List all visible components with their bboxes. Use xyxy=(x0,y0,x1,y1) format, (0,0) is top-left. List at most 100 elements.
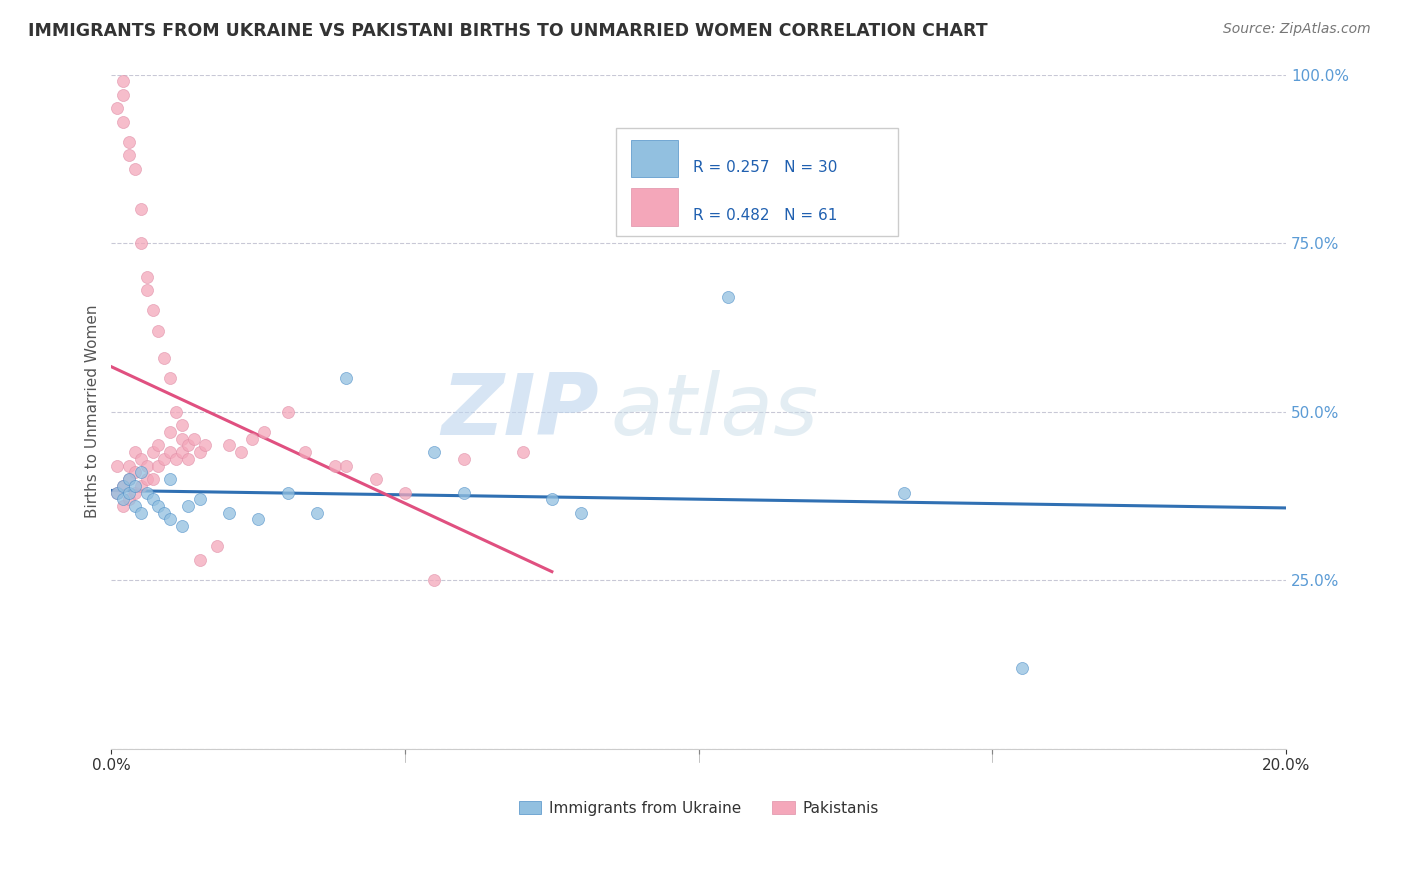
Point xyxy=(148,458,170,473)
Point xyxy=(124,445,146,459)
Point xyxy=(1011,661,1033,675)
FancyBboxPatch shape xyxy=(630,140,678,177)
Point xyxy=(305,506,328,520)
Point xyxy=(177,438,200,452)
Point xyxy=(188,492,211,507)
Point xyxy=(118,485,141,500)
Point xyxy=(118,135,141,149)
Point xyxy=(294,445,316,459)
Point xyxy=(135,269,157,284)
Text: ZIP: ZIP xyxy=(441,370,599,453)
Point xyxy=(118,472,141,486)
Point xyxy=(112,114,135,128)
Point xyxy=(118,458,141,473)
Point xyxy=(218,438,240,452)
Point xyxy=(188,553,211,567)
Point xyxy=(118,472,141,486)
Point xyxy=(148,438,170,452)
Point xyxy=(170,445,193,459)
Point xyxy=(253,425,276,439)
Point xyxy=(129,479,152,493)
Point xyxy=(124,485,146,500)
Point xyxy=(183,432,205,446)
Text: R = 0.482   N = 61: R = 0.482 N = 61 xyxy=(693,209,837,223)
Point xyxy=(153,451,176,466)
Point xyxy=(453,451,475,466)
Text: IMMIGRANTS FROM UKRAINE VS PAKISTANI BIRTHS TO UNMARRIED WOMEN CORRELATION CHART: IMMIGRANTS FROM UKRAINE VS PAKISTANI BIR… xyxy=(28,22,988,40)
Point xyxy=(135,485,157,500)
Point xyxy=(188,445,211,459)
Point xyxy=(240,432,263,446)
Point xyxy=(141,445,163,459)
Point xyxy=(124,479,146,493)
Point xyxy=(112,479,135,493)
Point xyxy=(323,458,346,473)
Text: Source: ZipAtlas.com: Source: ZipAtlas.com xyxy=(1223,22,1371,37)
Point xyxy=(170,432,193,446)
Point xyxy=(141,472,163,486)
Point xyxy=(205,540,228,554)
Point xyxy=(569,506,592,520)
Point xyxy=(153,351,176,365)
Point xyxy=(105,485,128,500)
Point xyxy=(124,465,146,479)
Point xyxy=(423,445,446,459)
Point xyxy=(170,519,193,533)
Point xyxy=(177,499,200,513)
Point xyxy=(159,445,181,459)
Point xyxy=(170,418,193,433)
Point xyxy=(364,472,387,486)
Point xyxy=(105,485,128,500)
Point xyxy=(112,74,135,88)
Point xyxy=(124,499,146,513)
Point xyxy=(105,101,128,115)
Point xyxy=(129,506,152,520)
Point xyxy=(159,371,181,385)
Point xyxy=(194,438,217,452)
Point xyxy=(135,472,157,486)
Point xyxy=(141,492,163,507)
Point xyxy=(148,499,170,513)
Legend: Immigrants from Ukraine, Pakistanis: Immigrants from Ukraine, Pakistanis xyxy=(512,795,884,822)
Point xyxy=(129,465,152,479)
Point xyxy=(118,148,141,162)
Point xyxy=(159,425,181,439)
Point xyxy=(112,479,135,493)
Point xyxy=(148,324,170,338)
Point xyxy=(277,404,299,418)
Point xyxy=(112,499,135,513)
Point xyxy=(105,458,128,473)
Point xyxy=(717,290,740,304)
Point xyxy=(124,161,146,176)
Point xyxy=(112,492,135,507)
Text: atlas: atlas xyxy=(610,370,818,453)
Point xyxy=(423,573,446,587)
Point xyxy=(141,303,163,318)
Y-axis label: Births to Unmarried Women: Births to Unmarried Women xyxy=(86,305,100,518)
Point xyxy=(165,451,187,466)
Point xyxy=(159,512,181,526)
Point xyxy=(512,445,534,459)
Point xyxy=(453,485,475,500)
Point xyxy=(159,472,181,486)
Point xyxy=(893,485,915,500)
Text: R = 0.257   N = 30: R = 0.257 N = 30 xyxy=(693,160,837,175)
Point xyxy=(129,451,152,466)
Point xyxy=(165,404,187,418)
Point xyxy=(153,506,176,520)
Point xyxy=(394,485,416,500)
Point xyxy=(112,87,135,102)
Point xyxy=(335,371,357,385)
Point xyxy=(218,506,240,520)
Point xyxy=(247,512,270,526)
Point xyxy=(129,202,152,217)
Point xyxy=(177,451,200,466)
Point xyxy=(277,485,299,500)
Point xyxy=(229,445,252,459)
Point xyxy=(129,235,152,250)
FancyBboxPatch shape xyxy=(630,188,678,226)
Point xyxy=(135,458,157,473)
Point xyxy=(135,283,157,297)
FancyBboxPatch shape xyxy=(616,128,898,236)
Point xyxy=(118,492,141,507)
